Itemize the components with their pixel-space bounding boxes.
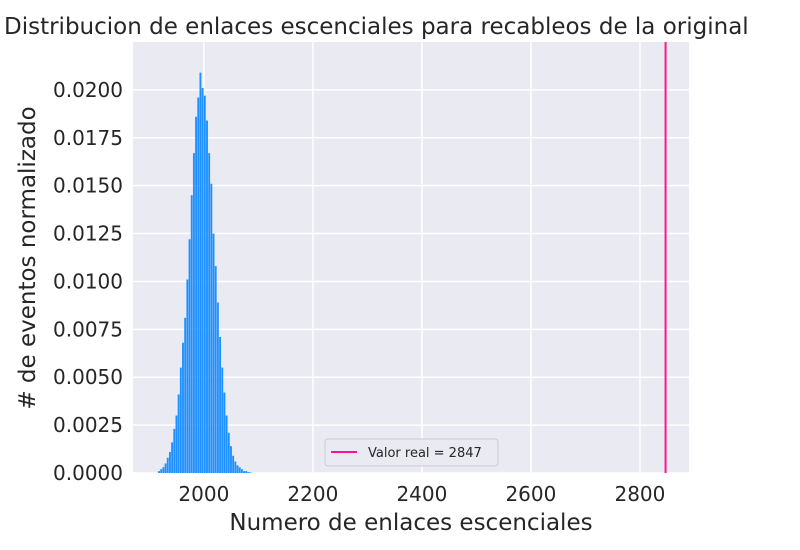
histogram-bar bbox=[164, 463, 167, 473]
histogram-bar bbox=[225, 415, 228, 473]
histogram-bar bbox=[192, 153, 195, 473]
histogram-bar bbox=[197, 97, 200, 473]
histogram-bar bbox=[188, 239, 191, 473]
legend: Valor real = 2847 bbox=[324, 438, 499, 467]
histogram-bar bbox=[168, 451, 171, 473]
histogram-bars bbox=[158, 72, 252, 474]
histogram-bar bbox=[232, 455, 235, 473]
histogram-bar bbox=[236, 465, 239, 473]
histogram-bar bbox=[208, 153, 211, 473]
histogram-bar bbox=[219, 336, 222, 473]
y-tick-label: 0.0075 bbox=[53, 317, 123, 341]
histogram-bar bbox=[247, 472, 250, 473]
histogram-bar bbox=[206, 120, 208, 473]
histogram-bar bbox=[238, 467, 241, 473]
x-tick-label: 2400 bbox=[396, 482, 447, 506]
histogram-bar bbox=[195, 116, 198, 473]
grid-lines bbox=[133, 42, 689, 474]
y-tick-label: 0.0150 bbox=[53, 174, 123, 198]
x-tick-label: 2800 bbox=[614, 482, 665, 506]
y-tick-label: 0.0000 bbox=[53, 461, 123, 485]
histogram-bar bbox=[177, 394, 180, 473]
histogram-bar bbox=[221, 367, 224, 473]
legend-label: Valor real = 2847 bbox=[368, 446, 482, 461]
x-tick-label: 2000 bbox=[178, 482, 229, 506]
histogram-bar bbox=[249, 472, 252, 473]
x-tick-labels: 2000 2200 2400 2600 2800 bbox=[178, 482, 665, 506]
y-tick-labels: 0.0000 0.0025 0.0050 0.0075 0.0100 0.0125 0.01… bbox=[53, 78, 123, 485]
x-tick-label: 2600 bbox=[505, 482, 556, 506]
y-tick-label: 0.0200 bbox=[53, 78, 123, 102]
histogram-bar bbox=[201, 87, 204, 474]
histogram-bar bbox=[223, 392, 226, 473]
histogram-bar bbox=[230, 446, 232, 473]
chart-title: Distribucion de enlaces escenciales para… bbox=[4, 14, 749, 40]
y-axis-title: # de eventos normalizado bbox=[15, 106, 41, 409]
y-tick-label: 0.0025 bbox=[53, 413, 123, 437]
histogram-bar bbox=[203, 95, 206, 473]
legend-box bbox=[324, 438, 499, 467]
histogram-bar bbox=[184, 317, 187, 473]
histogram-bar bbox=[210, 183, 213, 474]
histogram-bar bbox=[227, 432, 230, 473]
plot-area bbox=[133, 42, 689, 473]
histogram-bar bbox=[190, 195, 193, 473]
histogram-bar bbox=[214, 266, 217, 473]
histogram-bar bbox=[234, 461, 237, 473]
x-axis-title: Numero de enlaces escenciales bbox=[229, 510, 592, 536]
histogram-bar bbox=[243, 471, 245, 473]
histogram-bar bbox=[186, 279, 189, 473]
histogram-bar bbox=[240, 469, 243, 473]
histogram-bar bbox=[212, 233, 215, 473]
histogram-bar bbox=[199, 72, 202, 473]
histogram-bar bbox=[166, 457, 169, 473]
histogram-bar bbox=[158, 471, 160, 473]
histogram-bar bbox=[179, 367, 182, 473]
histogram-bar bbox=[171, 442, 174, 473]
histogram-bar bbox=[173, 428, 176, 473]
histogram-bar bbox=[216, 302, 219, 473]
y-tick-label: 0.0125 bbox=[53, 222, 123, 246]
x-tick-label: 2200 bbox=[287, 482, 338, 506]
histogram-bar bbox=[175, 415, 178, 473]
y-tick-label: 0.0100 bbox=[53, 269, 123, 293]
histogram-bar bbox=[162, 467, 165, 473]
histogram-bar bbox=[245, 471, 248, 473]
histogram-bar bbox=[160, 469, 163, 473]
histogram-bar bbox=[182, 342, 184, 473]
y-tick-label: 0.0050 bbox=[53, 365, 123, 389]
y-tick-label: 0.0175 bbox=[53, 126, 123, 150]
